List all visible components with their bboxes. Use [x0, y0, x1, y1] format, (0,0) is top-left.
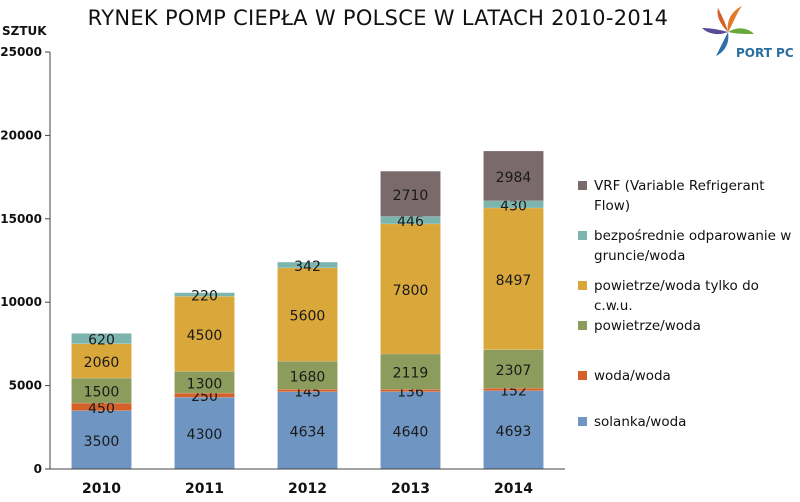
data-label: 342 — [294, 259, 321, 275]
legend-label: powietrze/woda — [594, 318, 701, 334]
y-tick-label: 10000 — [0, 295, 42, 309]
legend-swatch — [578, 417, 587, 426]
data-label: 2984 — [496, 170, 532, 186]
x-tick-label: 2011 — [185, 481, 224, 497]
data-label: 250 — [191, 389, 218, 405]
bar-segment — [71, 333, 132, 344]
data-label: 1680 — [290, 369, 326, 385]
legend-label: VRF (Variable Refrigerant Flow) — [594, 178, 765, 214]
bar-segment — [483, 207, 544, 350]
x-tick-label: 2014 — [494, 481, 533, 497]
y-tick-label: 25000 — [0, 45, 42, 59]
data-label: 4300 — [187, 427, 223, 443]
data-label: 1500 — [84, 385, 120, 401]
bar-segment — [277, 391, 338, 470]
bar-segment — [277, 261, 338, 269]
x-tick-label: 2013 — [391, 481, 430, 497]
chart-title: RYNEK POMP CIEPŁA W POLSCE W LATACH 2010… — [87, 6, 669, 30]
bar-segment — [380, 170, 441, 217]
legend-swatch — [578, 371, 587, 380]
legend-swatch — [578, 281, 587, 290]
legend-label: solanka/woda — [594, 414, 687, 430]
data-label: 3500 — [84, 434, 120, 450]
y-tick-label: 15000 — [0, 212, 42, 226]
data-label: 2710 — [393, 188, 429, 204]
data-label: 446 — [397, 214, 424, 230]
bar-segment — [174, 397, 235, 470]
bar-segment — [277, 361, 338, 390]
bar-segment — [483, 390, 544, 470]
data-label: 4500 — [187, 328, 223, 344]
data-label: 4640 — [393, 424, 429, 440]
legend-swatch — [578, 231, 587, 240]
bar-segment — [380, 391, 441, 470]
data-label: 4634 — [290, 424, 326, 440]
logo-text: PORT PC — [736, 46, 794, 60]
y-tick-label: 20000 — [0, 128, 42, 142]
bar-segment — [71, 402, 132, 411]
port-pc-logo — [702, 6, 754, 56]
data-label: 1300 — [187, 376, 223, 392]
data-label: 450 — [88, 401, 115, 417]
data-label: 220 — [191, 289, 218, 305]
y-axis-unit-label: SZTUK — [2, 24, 47, 38]
data-label: 5600 — [290, 309, 326, 325]
bar-segment — [174, 296, 235, 372]
legend-swatch — [578, 321, 587, 330]
legend-label: woda/woda — [594, 368, 671, 384]
bar-segment — [277, 267, 338, 362]
bar-segment — [483, 349, 544, 389]
bar-segment — [380, 389, 441, 392]
data-label: 620 — [88, 333, 115, 349]
y-tick-label: 5000 — [9, 379, 42, 393]
data-label: 8497 — [496, 273, 532, 289]
x-tick-label: 2010 — [82, 481, 121, 497]
data-label: 430 — [500, 198, 527, 214]
legend-label: powietrze/woda tylko do c.w.u. — [594, 278, 759, 314]
data-label: 2060 — [84, 355, 120, 371]
legend-label: bezpośrednie odparowanie w gruncie/woda — [594, 228, 792, 264]
bar-segment — [483, 150, 544, 202]
legend-swatch — [578, 181, 587, 190]
x-tick-label: 2012 — [288, 481, 327, 497]
data-label: 2307 — [496, 363, 532, 379]
y-tick-label: 0 — [34, 462, 42, 476]
bar-segment — [71, 410, 132, 470]
bar-segment — [174, 292, 235, 297]
data-label: 2119 — [393, 366, 429, 382]
bar-segment — [380, 353, 441, 390]
data-label: 7800 — [393, 283, 429, 299]
data-label: 4693 — [496, 424, 532, 440]
